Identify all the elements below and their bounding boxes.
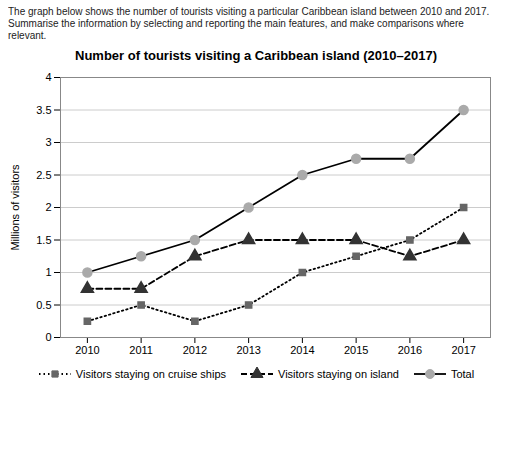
svg-text:2015: 2015 — [344, 344, 368, 356]
svg-text:2014: 2014 — [290, 344, 314, 356]
svg-text:0.5: 0.5 — [36, 299, 51, 311]
svg-text:2010: 2010 — [75, 344, 99, 356]
svg-text:2011: 2011 — [129, 344, 153, 356]
svg-text:3: 3 — [45, 136, 51, 148]
svg-text:Millions of visitors: Millions of visitors — [9, 164, 21, 251]
svg-text:1.5: 1.5 — [36, 234, 51, 246]
svg-text:2016: 2016 — [398, 344, 422, 356]
svg-text:3.5: 3.5 — [36, 104, 51, 116]
svg-text:2017: 2017 — [451, 344, 475, 356]
html-text:The graph below shows the numb: The graph below shows the number of tour… — [8, 6, 490, 17]
svg-text:2013: 2013 — [236, 344, 260, 356]
svg-text:2: 2 — [45, 201, 51, 213]
html-text:Number of tourists visiting a: Number of tourists visiting a Caribbean … — [75, 48, 437, 63]
svg-text:2012: 2012 — [183, 344, 207, 356]
html-text:Visitors staying on cruise shi: Visitors staying on cruise ships — [75, 368, 226, 380]
svg-text:0: 0 — [45, 331, 51, 343]
svg-text:2.5: 2.5 — [36, 169, 51, 181]
html-text:Total: Total — [450, 368, 475, 380]
svg-text:4: 4 — [45, 71, 51, 83]
html-text:Visitors staying on island: Visitors staying on island — [278, 368, 399, 380]
svg-text:1: 1 — [45, 266, 51, 278]
html-text:Summarise the information by s: Summarise the information by selecting a… — [8, 18, 464, 41]
